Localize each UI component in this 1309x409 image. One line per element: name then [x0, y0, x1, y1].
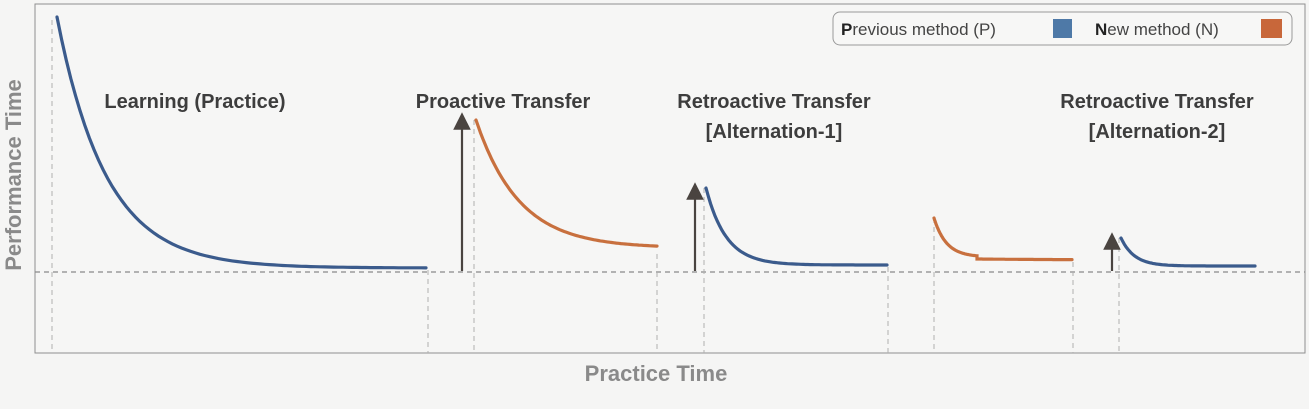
new-method-proactive-curve [474, 118, 659, 248]
phase-label-proactive: Proactive Transfer [416, 91, 591, 113]
phase-guides [51, 20, 1120, 353]
curves [55, 15, 1257, 270]
legend: Previous method (P) New method (N) [832, 11, 1293, 46]
previous-method-retro1-curve [704, 186, 889, 267]
y-axis-title: Performance Time [1, 79, 26, 271]
previous-method-learning-curve [55, 15, 428, 270]
legend-new-swatch [1261, 19, 1282, 38]
legend-new-label: New method (N) [1095, 20, 1219, 39]
phase-label-retro2-title: Retroactive Transfer [1060, 91, 1254, 113]
x-axis-title: Practice Time [585, 361, 728, 386]
phase-label-retro1-title: Retroactive Transfer [677, 91, 871, 113]
previous-method-retro2-curve [1119, 236, 1257, 268]
legend-previous-label: Previous method (P) [841, 20, 996, 39]
plot-frame [34, 3, 1306, 354]
phase-label-learning: Learning (Practice) [104, 91, 285, 113]
phase-label-retro1-sub: [Alternation-1] [706, 121, 843, 143]
legend-previous-swatch [1053, 19, 1072, 38]
phase-label-retro2-sub: [Alternation-2] [1089, 121, 1226, 143]
new-method-second-curve [932, 216, 1074, 262]
transfer-arrows [453, 112, 1121, 271]
